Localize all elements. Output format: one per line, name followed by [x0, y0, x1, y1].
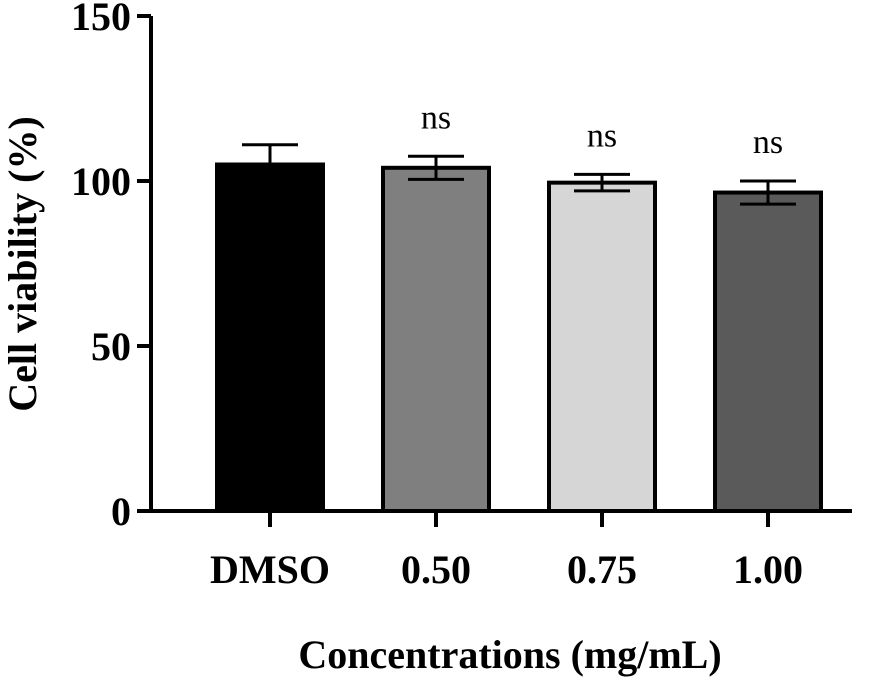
bar-1.00 — [713, 190, 823, 514]
y-axis-ticks: 0 50 100 150 — [71, 0, 151, 534]
x-tick-label: DMSO — [210, 547, 330, 592]
bar-0.50 — [381, 165, 491, 514]
y-tick-label: 100 — [71, 159, 131, 204]
bars-group — [215, 143, 823, 514]
y-tick-label: 50 — [91, 324, 131, 369]
x-tick-label: 1.00 — [733, 547, 803, 592]
significance-label: ns — [753, 124, 783, 161]
data-labels: ns ns ns — [421, 99, 783, 161]
bar-0.75 — [547, 180, 657, 513]
bar-DMSO — [215, 162, 325, 513]
significance-label: ns — [421, 99, 451, 136]
x-tick-label: 0.75 — [567, 547, 637, 592]
significance-label: ns — [587, 117, 617, 154]
x-axis-ticks: DMSO 0.50 0.75 1.00 — [210, 511, 803, 592]
y-axis-label: Cell viability (%) — [0, 116, 45, 412]
y-tick-label: 0 — [111, 489, 131, 534]
x-tick-label: 0.50 — [401, 547, 471, 592]
x-axis-label: Concentrations (mg/mL) — [298, 632, 721, 677]
y-tick-label: 150 — [71, 0, 131, 39]
